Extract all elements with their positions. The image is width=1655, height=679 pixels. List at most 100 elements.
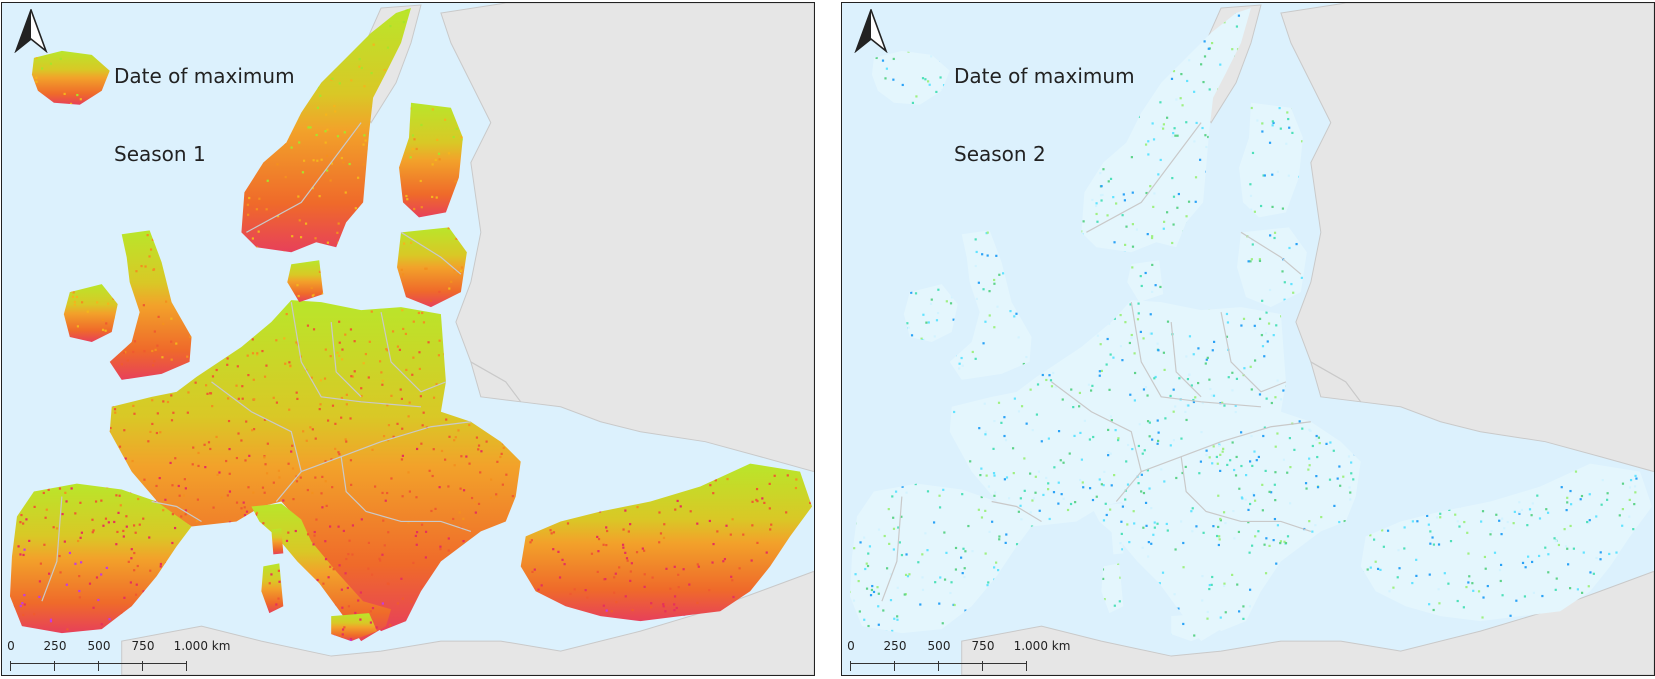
speckle-pixel (897, 526, 900, 529)
speckle-pixel (172, 411, 175, 414)
speckle-pixel (419, 395, 422, 398)
speckle-pixel (969, 460, 972, 463)
speckle-pixel (1396, 576, 1399, 579)
speckle-pixel (1632, 528, 1635, 531)
speckle-pixel (981, 253, 984, 256)
speckle-pixel (353, 370, 356, 373)
speckle-pixel (943, 578, 947, 581)
speckle-pixel (1202, 531, 1205, 534)
speckle-pixel (1482, 596, 1485, 599)
speckle-pixel (381, 553, 384, 556)
speckle-pixel (257, 230, 260, 233)
speckle-pixel (79, 98, 82, 101)
speckle-pixel (904, 573, 908, 576)
speckle-pixel (173, 526, 177, 530)
speckle-pixel (1192, 353, 1195, 356)
speckle-pixel (186, 355, 189, 358)
speckle-pixel (643, 549, 646, 552)
speckle-pixel (453, 439, 456, 442)
speckle-pixel (755, 487, 759, 491)
speckle-pixel (914, 482, 917, 486)
speckle-pixel (346, 586, 349, 590)
speckle-pixel (340, 396, 343, 400)
speckle-pixel (907, 326, 910, 329)
speckle-pixel (345, 403, 348, 406)
speckle-pixel (1463, 520, 1466, 524)
speckle-pixel (1426, 514, 1429, 517)
speckle-pixel (94, 500, 98, 503)
speckle-pixel (987, 485, 991, 488)
speckle-pixel (1311, 530, 1314, 533)
speckle-pixel (1208, 583, 1211, 587)
speckle-pixel (1243, 367, 1246, 370)
speckle-pixel (563, 563, 566, 566)
speckle-pixel (1633, 485, 1637, 488)
land-region (849, 483, 1032, 634)
speckle-pixel (159, 431, 162, 434)
speckle-pixel (319, 94, 322, 97)
speckle-pixel (971, 350, 974, 354)
speckle-pixel (33, 505, 36, 508)
speckle-pixel (152, 364, 155, 367)
speckle-pixel (126, 359, 129, 362)
speckle-pixel (447, 227, 450, 230)
speckle-pixel (296, 397, 299, 401)
speckle-pixel (477, 502, 481, 506)
speckle-pixel (1300, 140, 1304, 143)
speckle-pixel (276, 215, 280, 218)
speckle-pixel (1206, 610, 1209, 614)
speckle-pixel (25, 518, 28, 521)
speckle-pixel (290, 146, 293, 149)
speckle-pixel (673, 603, 676, 606)
speckle-pixel (1117, 439, 1120, 442)
speckle-pixel (412, 561, 415, 565)
speckle-pixel (354, 207, 357, 210)
speckle-pixel (1499, 563, 1503, 567)
speckle-pixel (1169, 394, 1172, 398)
speckle-pixel (751, 524, 754, 527)
speckle-pixel (169, 461, 172, 465)
speckle-pixel (409, 156, 412, 159)
speckle-pixel (225, 459, 228, 463)
speckle-pixel (1126, 483, 1130, 486)
speckle-pixel (264, 463, 267, 466)
speckle-pixel (1329, 441, 1332, 444)
speckle-pixel (297, 195, 300, 198)
speckle-pixel (413, 207, 416, 211)
speckle-pixel (1587, 522, 1591, 525)
speckle-pixel (561, 558, 564, 561)
speckle-pixel (629, 570, 632, 573)
speckle-pixel (1149, 313, 1152, 316)
speckle-pixel (177, 484, 180, 488)
speckle-pixel (983, 402, 986, 405)
speckle-pixel (910, 334, 914, 337)
speckle-pixel (877, 605, 880, 608)
speckle-pixel (945, 551, 948, 554)
speckle-pixel (161, 356, 164, 359)
speckle-pixel (1615, 551, 1618, 554)
speckle-pixel (345, 440, 348, 443)
speckle-pixel (1212, 340, 1216, 343)
speckle-pixel (859, 541, 862, 544)
speckle-pixel (400, 397, 404, 401)
speckle-pixel (418, 367, 421, 371)
speckle-pixel (605, 543, 608, 547)
speckle-pixel (285, 312, 288, 316)
speckle-pixel (251, 338, 254, 341)
speckle-pixel (1271, 173, 1274, 176)
speckle-pixel (1089, 389, 1093, 392)
speckle-pixel (1017, 336, 1020, 339)
speckle-pixel (1253, 359, 1257, 362)
speckle-pixel (1276, 379, 1279, 382)
speckle-pixel (1286, 471, 1289, 474)
speckle-pixel (942, 488, 945, 491)
speckle-pixel (278, 580, 281, 583)
speckle-pixel (1032, 497, 1036, 500)
speckle-pixel (407, 415, 410, 418)
land-region (520, 463, 813, 622)
speckle-pixel (662, 536, 666, 540)
speckle-pixel (664, 610, 667, 613)
speckle-pixel (901, 83, 904, 87)
speckle-pixel (73, 300, 76, 304)
speckle-pixel (438, 486, 441, 489)
